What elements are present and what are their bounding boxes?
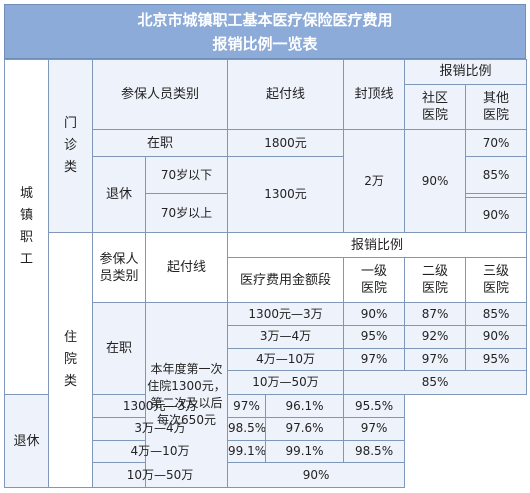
header-text: 医院 [483, 281, 510, 297]
header-text: 医院 [422, 107, 449, 123]
category-char: 镇 [19, 208, 33, 224]
level3-hospital-header: 三级 医院 [465, 256, 528, 304]
outpatient-employed-deductible: 1800元 [227, 129, 345, 157]
employed-range: 10万—50万 [227, 370, 345, 396]
employed-level1: 90% [343, 302, 406, 327]
outpatient-insured-type-header: 参保人员类别 [91, 58, 229, 131]
category-char: 城 [19, 186, 33, 202]
header-text: 医院 [422, 281, 449, 297]
employed-level2: 92% [404, 325, 467, 349]
retired-level1: 97% [227, 394, 267, 418]
retired-range: 4万—10万 [91, 439, 229, 464]
retired-range: 10万—50万 [91, 462, 229, 488]
outpatient-employed-label: 在职 [91, 129, 229, 157]
retired-level3: 95.5% [343, 394, 406, 418]
reimbursement-table: 城 镇 职 工 门 诊 类 参保人员类别 起付线 封顶线 报销比例 社区 医院 … [4, 58, 528, 488]
inpatient-employed-label: 在职 [92, 302, 146, 396]
employed-level1: 95% [343, 325, 406, 349]
employed-range: 3万—4万 [227, 325, 345, 349]
employed-level3: 90% [465, 325, 528, 349]
outpatient-deductible-header: 起付线 [227, 58, 345, 131]
retired-level3: 97% [343, 416, 406, 441]
retired-under70-other-ratio: 85% [465, 155, 528, 195]
employed-level3: 85% [465, 302, 528, 327]
employed-range: 4万—10万 [227, 347, 345, 372]
inpatient-label: 住 院 类 [48, 232, 93, 488]
retired-level1: 99.1% [227, 439, 267, 464]
category-cell: 城 镇 职 工 [4, 58, 49, 396]
retired-level2: 96.1% [265, 394, 345, 418]
retired-over70-other-ratio: 90% [465, 197, 528, 234]
header-text: 二级 [422, 264, 449, 280]
table-title: 北京市城镇职工基本医疗保险医疗费用 报销比例一览表 [4, 4, 526, 59]
level1-hospital-header: 一级 医院 [343, 256, 406, 304]
category-char: 工 [19, 252, 33, 268]
inpatient-char: 类 [63, 374, 77, 390]
employed-level1: 97% [343, 347, 406, 372]
title-line-1: 北京市城镇职工基本医疗保险医疗费用 [137, 10, 393, 29]
retired-under70-label: 70岁以下 [144, 155, 229, 195]
outpatient-community-ratio: 90% [404, 129, 467, 234]
outpatient-retired-deductible: 1300元 [227, 155, 345, 234]
outpatient-label: 门 诊 类 [48, 58, 93, 234]
outpatient-char: 类 [63, 160, 77, 176]
retired-over70-label: 70岁以上 [144, 193, 229, 234]
retired-all-levels: 90% [227, 462, 406, 488]
header-text: 参保人 [99, 251, 139, 267]
employed-level2: 87% [404, 302, 467, 327]
header-text: 医院 [361, 281, 388, 297]
inpatient-ratio-header: 报销比例 [227, 232, 528, 258]
amount-range-header: 医疗费用金额段 [227, 256, 345, 304]
employed-all-levels: 85% [343, 370, 528, 396]
header-text: 员类别 [99, 268, 139, 284]
ratio-spacer [465, 193, 528, 199]
inpatient-insured-type-header: 参保人 员类别 [92, 232, 146, 304]
header-text: 医院 [483, 107, 510, 123]
header-text: 其他 [483, 90, 510, 106]
outpatient-ratio-header: 报销比例 [404, 59, 528, 85]
inpatient-deductible-header: 起付线 [144, 232, 229, 304]
note-line: 本年度第一次 [150, 362, 223, 377]
retired-level2: 99.1% [265, 439, 345, 464]
inpatient-char: 院 [63, 352, 77, 368]
note-line: 住院1300元， [147, 379, 226, 394]
retired-level2: 97.6% [265, 416, 345, 441]
retired-level1: 98.5% [227, 416, 267, 441]
employed-level2: 97% [404, 347, 467, 372]
community-hospital-header: 社区 医院 [404, 83, 467, 131]
inpatient-char: 住 [63, 330, 77, 346]
inpatient-retired-label: 退休 [4, 394, 49, 488]
category-char: 职 [19, 230, 33, 246]
outpatient-char: 诊 [63, 138, 77, 154]
employed-level3: 95% [465, 347, 528, 372]
title-line-2: 报销比例一览表 [212, 34, 318, 53]
header-text: 三级 [483, 264, 510, 280]
header-text: 社区 [422, 90, 449, 106]
employed-range: 1300元—3万 [227, 302, 345, 327]
level2-hospital-header: 二级 医院 [404, 256, 467, 304]
retired-range: 1300元—3万 [91, 394, 229, 418]
other-hospital-header: 其他 医院 [465, 83, 528, 131]
outpatient-retired-label: 退休 [92, 155, 146, 234]
retired-level3: 98.5% [343, 439, 406, 464]
header-text: 一级 [361, 264, 388, 280]
outpatient-char: 门 [63, 116, 77, 132]
outpatient-cap-header: 封顶线 [343, 58, 406, 131]
outpatient-employed-other-ratio: 70% [465, 129, 528, 157]
outpatient-cap-value: 2万 [343, 129, 406, 234]
